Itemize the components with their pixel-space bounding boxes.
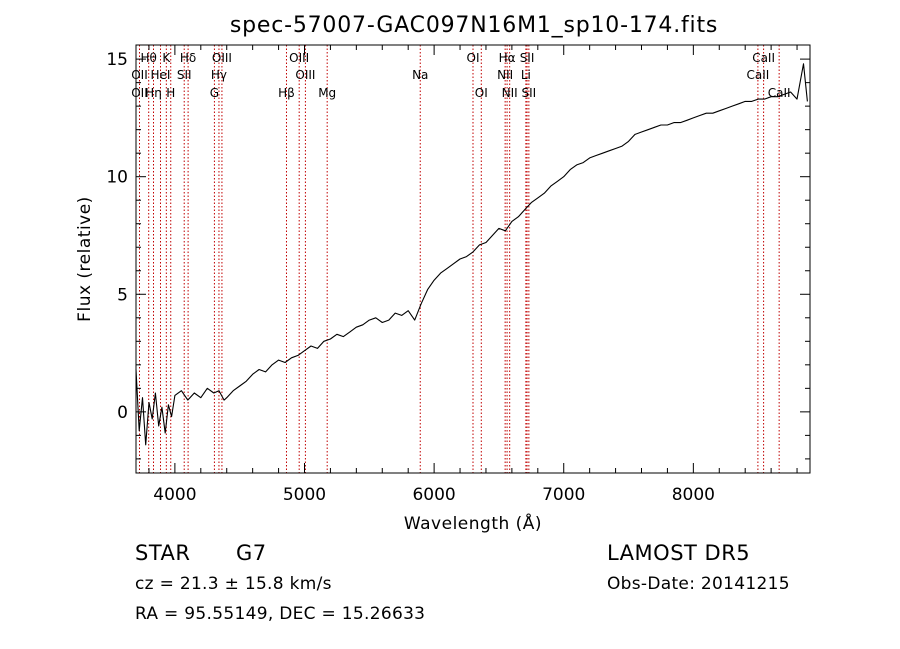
line-label: OII <box>131 86 148 100</box>
object-class: STAR <box>135 541 191 565</box>
line-label: G <box>210 86 219 100</box>
line-label: HeI <box>151 68 171 82</box>
x-tick-label: 6000 <box>412 485 455 505</box>
series-layer <box>135 63 808 446</box>
line-label: CaII <box>746 68 769 82</box>
line-label: SII <box>520 51 535 65</box>
line-label: Hη <box>145 86 162 100</box>
velocity: cz = 21.3 ± 15.8 km/s <box>135 574 332 594</box>
line-label: Hδ <box>180 51 196 65</box>
x-tick-label: 5000 <box>283 485 326 505</box>
line-label: NII <box>497 68 513 82</box>
chart-title: spec-57007-GAC097N16M1_sp10-174.fits <box>230 13 718 38</box>
line-label: Hγ <box>211 68 227 82</box>
line-label: Hθ <box>141 51 157 65</box>
line-label: OI <box>475 86 488 100</box>
x-axis-label: Wavelength (Å) <box>404 512 542 534</box>
series-line <box>135 63 808 446</box>
survey-name: LAMOST DR5 <box>607 541 751 565</box>
line-label: SII <box>522 86 537 100</box>
x-tick-label: 7000 <box>542 485 585 505</box>
line-label: SII <box>177 68 192 82</box>
coordinates: RA = 95.55149, DEC = 15.26633 <box>135 604 426 624</box>
line-label: Na <box>412 68 428 82</box>
line-label: CaII <box>752 51 775 65</box>
y-tick-label: 5 <box>117 285 128 305</box>
y-axis: 0 5 10 15 <box>106 50 810 460</box>
line-label: H <box>166 86 175 100</box>
line-label: CaII <box>768 86 791 100</box>
line-label: OIII <box>212 51 232 65</box>
obs-date: Obs-Date: 20141215 <box>607 574 790 594</box>
line-label: Mg <box>318 86 336 100</box>
line-markers <box>138 45 780 473</box>
x-tick-label: 4000 <box>153 485 196 505</box>
line-label: Hβ <box>278 86 295 100</box>
object-subclass: G7 <box>236 541 267 565</box>
y-tick-label: 0 <box>117 403 128 423</box>
line-label: K <box>162 51 171 65</box>
line-label: OIII <box>289 51 309 65</box>
line-label: OI <box>467 51 480 65</box>
line-label: Hα <box>499 51 516 65</box>
line-label: NII <box>502 86 518 100</box>
y-axis-label: Flux (relative) <box>75 196 95 322</box>
y-tick-label: 15 <box>106 50 128 70</box>
plot-frame <box>135 44 811 474</box>
line-label: OIII <box>295 68 315 82</box>
x-axis: 4000 5000 6000 7000 8000 <box>148 45 798 505</box>
line-labels: Hθ K Hδ OIII OIII OI Hα SII CaII OII HeI SII Hγ OIII N… <box>131 51 790 100</box>
line-label: Li <box>521 68 531 82</box>
y-tick-label: 10 <box>106 168 128 188</box>
line-label: OII <box>131 68 148 82</box>
x-tick-label: 8000 <box>672 485 715 505</box>
